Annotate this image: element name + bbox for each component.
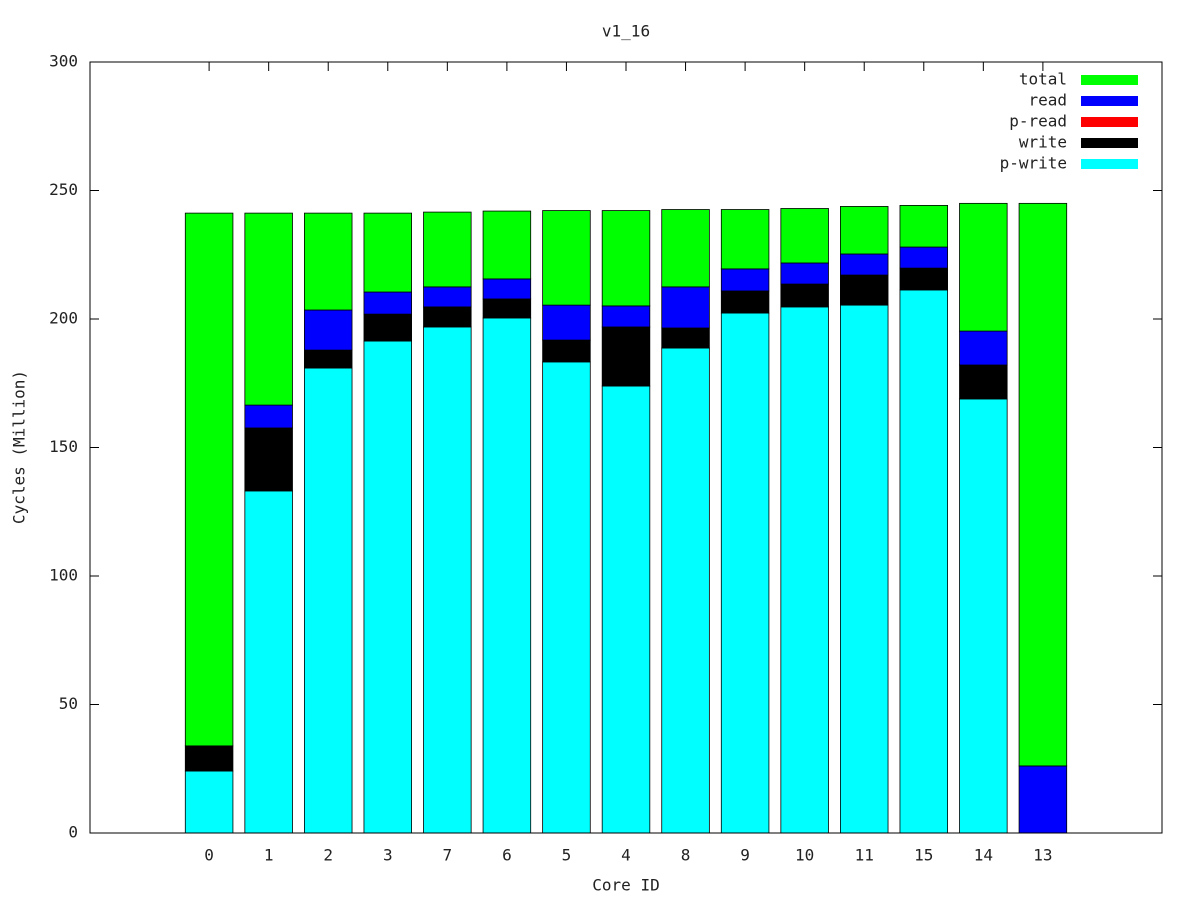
bar-segment <box>720 209 770 270</box>
bar-segment <box>780 262 829 285</box>
y-tick-label: 150 <box>49 437 78 456</box>
bar-segment <box>899 246 949 269</box>
x-tick-label: 9 <box>740 846 750 865</box>
legend-label: read <box>1028 91 1067 110</box>
x-tick-label: 3 <box>383 846 393 865</box>
bar-segment <box>720 312 770 834</box>
x-tick-label: 2 <box>323 846 333 865</box>
bar-segment <box>661 209 710 288</box>
bar-segment <box>840 304 889 834</box>
bar-segment <box>423 211 472 288</box>
x-tick-label: 1 <box>264 846 274 865</box>
bar-segment <box>363 291 413 315</box>
bar-segment <box>303 367 353 834</box>
bar-segment <box>899 205 949 248</box>
bar-segment <box>661 286 710 329</box>
bar-segment <box>601 385 651 834</box>
bar-segment <box>244 427 293 492</box>
bar-segment <box>720 290 770 314</box>
bar-segment <box>959 398 1008 834</box>
bar-segment <box>482 278 532 300</box>
bar-segment <box>303 349 353 369</box>
bar-segment <box>184 770 234 834</box>
x-tick-label: 11 <box>855 846 874 865</box>
bar-segment <box>363 212 413 293</box>
bar-segment <box>780 283 829 308</box>
x-tick-label: 8 <box>681 846 691 865</box>
legend-label: write <box>1019 133 1067 152</box>
bar-segment <box>661 327 710 349</box>
plot-frame <box>89 61 1163 834</box>
legend-swatch <box>1081 138 1138 148</box>
bar-segment <box>899 267 949 291</box>
y-tick-label: 50 <box>59 694 78 713</box>
bar-segment <box>363 340 413 834</box>
x-tick-label: 14 <box>974 846 993 865</box>
y-tick-label: 250 <box>49 180 78 199</box>
bar-segment <box>1018 202 1068 767</box>
bar-segment <box>303 309 353 351</box>
bar-segment <box>840 253 889 276</box>
bar-segment <box>184 745 234 772</box>
bar-segment <box>184 212 234 747</box>
bar-segment <box>244 212 293 406</box>
legend-label: total <box>1019 70 1067 89</box>
bar-segment <box>840 274 889 306</box>
x-tick-label: 10 <box>795 846 814 865</box>
bar-segment <box>244 404 293 429</box>
bar-segment <box>720 268 770 292</box>
bar-segment <box>482 317 532 834</box>
legend-swatch <box>1081 159 1138 169</box>
y-axis-label: Cycles (Million) <box>10 370 29 524</box>
bar-segment <box>661 347 710 834</box>
legend-label: p-write <box>1000 154 1067 173</box>
y-tick-label: 0 <box>68 823 78 842</box>
bar-segment <box>601 326 651 387</box>
x-tick-label: 6 <box>502 846 512 865</box>
legend-swatch <box>1081 75 1138 85</box>
x-tick-label: 15 <box>914 846 933 865</box>
x-tick-label: 7 <box>443 846 453 865</box>
bar-segment <box>959 330 1008 366</box>
bar-segment <box>542 304 591 341</box>
legend-swatch <box>1081 96 1138 106</box>
x-axis-label: Core ID <box>592 876 659 895</box>
x-tick-label: 5 <box>562 846 572 865</box>
bar-segment <box>959 364 1008 400</box>
x-tick-label: 4 <box>621 846 631 865</box>
chart-title: v1_16 <box>602 22 650 41</box>
bar-segment <box>959 202 1008 332</box>
bar-segment <box>601 305 651 328</box>
bar-segment <box>423 326 472 834</box>
legend-label: p-read <box>1009 112 1067 131</box>
bar-segment <box>601 210 651 307</box>
bar-segment <box>542 210 591 306</box>
bar-segment <box>542 361 591 834</box>
y-tick-label: 100 <box>49 566 78 585</box>
bar-segment <box>840 206 889 255</box>
y-tick-label: 200 <box>49 309 78 328</box>
x-tick-label: 13 <box>1033 846 1052 865</box>
bar-segment <box>899 289 949 834</box>
bar-segment <box>1018 765 1068 834</box>
bar-segment <box>482 298 532 319</box>
bar-segment <box>542 339 591 363</box>
bar-segment <box>780 208 829 264</box>
bar-segment <box>482 210 532 280</box>
bar-segment <box>363 313 413 342</box>
x-tick-label: 0 <box>204 846 214 865</box>
bar-segment <box>423 286 472 308</box>
bar-segment <box>244 490 293 834</box>
y-tick-label: 300 <box>49 52 78 71</box>
bar-segment <box>423 306 472 328</box>
bar-segment <box>303 212 353 311</box>
bar-segment <box>780 306 829 834</box>
legend-swatch <box>1081 117 1138 127</box>
